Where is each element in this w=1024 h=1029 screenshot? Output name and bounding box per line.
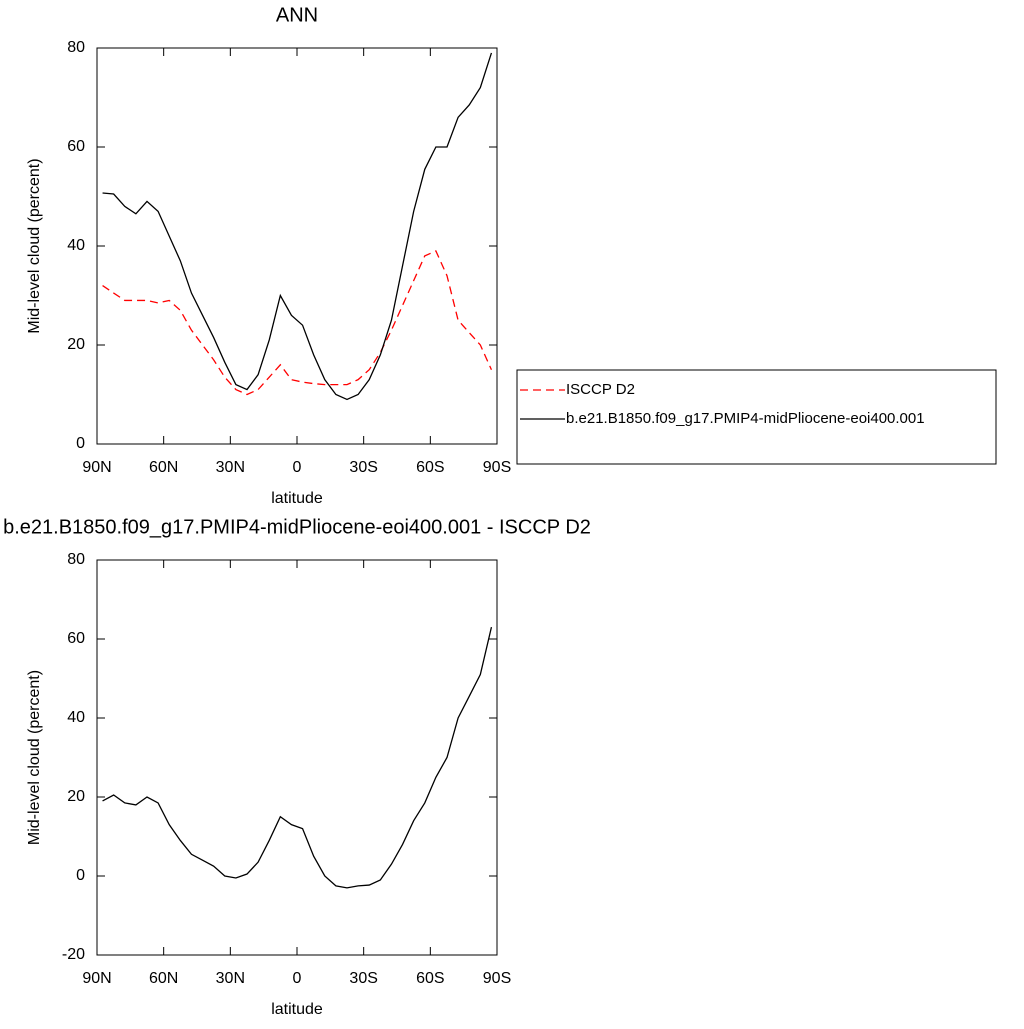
chart-title: b.e21.B1850.f09_g17.PMIP4-midPliocene-eo…: [3, 516, 591, 538]
series-line: [102, 52, 493, 401]
x-tick-label: 60S: [416, 459, 444, 476]
x-tick-label: 30S: [349, 970, 377, 987]
y-tick-label: 0: [76, 867, 85, 884]
x-axis-label: latitude: [271, 1001, 323, 1018]
x-tick-label: 90S: [483, 970, 511, 987]
chart-title: ANN: [276, 4, 318, 26]
x-tick-label: 0: [293, 459, 302, 476]
series-line: [102, 627, 493, 889]
legend-label: b.e21.B1850.f09_g17.PMIP4-midPliocene-eo…: [566, 410, 925, 427]
y-tick-label: 0: [76, 435, 85, 452]
y-axis-label: Mid-level cloud (percent): [26, 158, 43, 333]
x-tick-label: 60S: [416, 970, 444, 987]
x-axis-label: latitude: [271, 490, 323, 507]
x-tick-label: 0: [293, 970, 302, 987]
y-tick-label: 60: [67, 630, 85, 647]
y-tick-label: 60: [67, 138, 85, 155]
legend-box: [516, 369, 997, 465]
y-tick-label: 40: [67, 237, 85, 254]
plot-frame: [96, 47, 498, 445]
x-tick-label: 90S: [483, 459, 511, 476]
y-tick-label: 80: [67, 39, 85, 56]
x-tick-label: 60N: [149, 970, 178, 987]
x-tick-label: 30S: [349, 459, 377, 476]
x-tick-label: 90N: [82, 970, 111, 987]
x-tick-label: 90N: [82, 459, 111, 476]
y-tick-label: -20: [62, 946, 85, 963]
y-tick-label: 40: [67, 709, 85, 726]
x-tick-label: 30N: [216, 459, 245, 476]
series-line: [102, 250, 493, 396]
plot-frame: [96, 559, 498, 956]
y-tick-label: 80: [67, 551, 85, 568]
y-tick-label: 20: [67, 788, 85, 805]
x-tick-label: 30N: [216, 970, 245, 987]
x-tick-label: 60N: [149, 459, 178, 476]
y-axis-label: Mid-level cloud (percent): [26, 670, 43, 845]
legend-label: ISCCP D2: [566, 381, 635, 398]
y-tick-label: 20: [67, 336, 85, 353]
